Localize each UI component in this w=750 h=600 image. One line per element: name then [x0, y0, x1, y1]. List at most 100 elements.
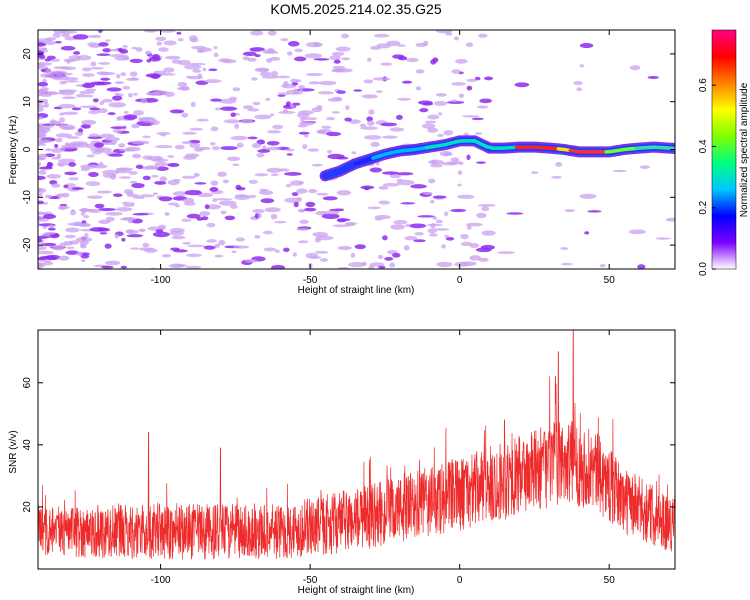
spectrogram-noise-blob	[403, 245, 410, 251]
spectrogram-noise-blob	[107, 112, 116, 116]
spectrogram-noise-blob	[230, 135, 249, 141]
spectrogram-noise-blob	[437, 133, 444, 137]
spectrogram-noise-blob	[38, 245, 47, 251]
spectrogram-noise-blob	[573, 80, 583, 86]
spectrogram-noise-blob	[38, 81, 49, 87]
spectrogram-noise-blob	[78, 223, 91, 228]
spectrogram-noise-blob	[163, 67, 175, 73]
spectrogram-noise-blob	[315, 235, 334, 241]
spectrogram-noise-blob	[286, 51, 293, 56]
spectrogram-noise-blob	[130, 247, 140, 250]
spectrogram-noise-blob	[579, 193, 597, 199]
spectrogram-noise-blob	[478, 33, 488, 38]
spectrogram-noise-blob	[235, 237, 245, 242]
spectrogram-noise-blob	[142, 175, 151, 181]
spectrogram-noise-blob	[397, 56, 408, 61]
spectrogram-noise-blob	[322, 210, 340, 215]
spectrogram-noise-blob	[98, 207, 116, 212]
spectrogram-noise-blob	[409, 223, 427, 229]
spectrogram-noise-blob	[369, 167, 383, 173]
spectrogram-noise-blob	[95, 147, 112, 153]
spectrogram-noise-blob	[193, 172, 200, 178]
spectrogram-noise-blob	[187, 244, 205, 248]
spectrogram-noise-blob	[44, 40, 56, 46]
spectrogram-noise-blob	[264, 207, 281, 213]
spectrogram-noise-blob	[314, 250, 329, 254]
spectrogram-noise-blob	[251, 77, 258, 81]
spectrogram-noise-blob	[337, 218, 351, 221]
spectrogram-noise-blob	[132, 213, 149, 216]
spectrogram-noise-blob	[46, 232, 56, 235]
spectrogram-noise-blob	[263, 230, 273, 235]
x-tick-label: 50	[604, 275, 616, 286]
spectrogram-noise-blob	[213, 52, 219, 58]
spectrogram-noise-blob	[333, 59, 341, 64]
spectrogram-noise-blob	[189, 127, 204, 131]
spectrogram-noise-blob	[189, 38, 199, 43]
spectrogram-noise-blob	[283, 247, 290, 253]
spectrogram-noise-blob	[259, 71, 272, 77]
spectrogram-noise-blob	[49, 124, 54, 128]
spectrogram-noise-blob	[83, 215, 90, 219]
spectrogram-noise-blob	[112, 128, 123, 134]
spectrogram-noise-blob	[311, 107, 323, 113]
spectrogram-noise-blob	[327, 153, 345, 160]
spectrogram-noise-blob	[119, 217, 136, 221]
spectrogram-noise-blob	[321, 125, 332, 130]
spectrogram-noise-blob	[186, 75, 192, 79]
spectrogram-noise-blob	[361, 94, 379, 99]
spectrogram-noise-blob	[132, 153, 142, 159]
spectrogram-noise-blob	[267, 47, 275, 53]
spectrogram-noise-blob	[116, 73, 121, 79]
spectrogram-noise-blob	[257, 149, 271, 153]
spectrogram-noise-blob	[404, 235, 418, 241]
spectrogram-noise-blob	[506, 212, 524, 215]
colorbar: 0.0 0.2 0.4 0.6 Normalized spectral amplitu…	[698, 29, 750, 276]
spectrogram-noise-blob	[38, 169, 47, 175]
spectrogram-noise-blob	[406, 57, 419, 63]
spectrogram-noise-blob	[235, 184, 242, 190]
spectrogram-noise-blob	[295, 197, 303, 201]
spectrogram-noise-blob	[92, 98, 99, 103]
spectrogram-noise-blob	[436, 261, 453, 268]
x-tick-label: -50	[303, 575, 318, 586]
spectrogram-noise-blob	[38, 238, 43, 243]
spectrogram-noise-blob	[129, 180, 138, 184]
spectrogram-noise-blob	[311, 163, 323, 167]
spectrogram-noise-blob	[98, 42, 109, 47]
spectrogram-noise-blob	[221, 59, 237, 64]
spectrogram-noise-blob	[38, 62, 53, 66]
spectrogram-noise-blob	[65, 250, 79, 255]
spectrogram-noise-blob	[256, 152, 265, 158]
spectrogram-noise-blob	[423, 191, 433, 196]
spectrogram-noise-blob	[460, 241, 472, 247]
spectrogram-noise-blob	[210, 98, 222, 102]
spectrogram-noise-blob	[159, 176, 168, 182]
spectrogram-noise-blob	[43, 213, 56, 220]
spectrogram-noise-blob	[298, 131, 310, 135]
spectrogram-noise-blob	[639, 165, 651, 169]
spectrogram-noise-blob	[49, 120, 62, 124]
spectrogram-noise-blob	[76, 251, 83, 256]
spectrogram-noise-blob	[380, 62, 393, 66]
spectrogram-noise-blob	[269, 113, 275, 117]
spectrogram-noise-blob	[141, 135, 152, 139]
spectrogram-noise-blob	[299, 219, 309, 224]
spectrogram-noise-blob	[104, 260, 121, 266]
spectrogram-noise-blob	[374, 214, 391, 220]
spectrogram-noise-blob	[51, 183, 61, 188]
spectrogram-noise-blob	[171, 263, 188, 268]
spectrogram-noise-blob	[41, 242, 57, 247]
spectrogram-noise-blob	[196, 118, 209, 122]
spectrogram-noise-blob	[172, 191, 188, 197]
spectrogram-noise-blob	[363, 79, 374, 84]
spectrogram-noise-blob	[232, 163, 240, 167]
spectrogram-noise-blob	[222, 179, 230, 184]
spectrogram-noise-blob	[73, 51, 81, 55]
spectrogram-noise-blob	[348, 119, 361, 124]
spectrogram-noise-blob	[450, 99, 458, 103]
spectrogram-noise-blob	[104, 39, 111, 42]
spectrogram-noise-blob	[382, 235, 388, 241]
spectrogram-noise-blob	[284, 171, 302, 176]
spectrogram-noise-blob	[154, 161, 169, 167]
